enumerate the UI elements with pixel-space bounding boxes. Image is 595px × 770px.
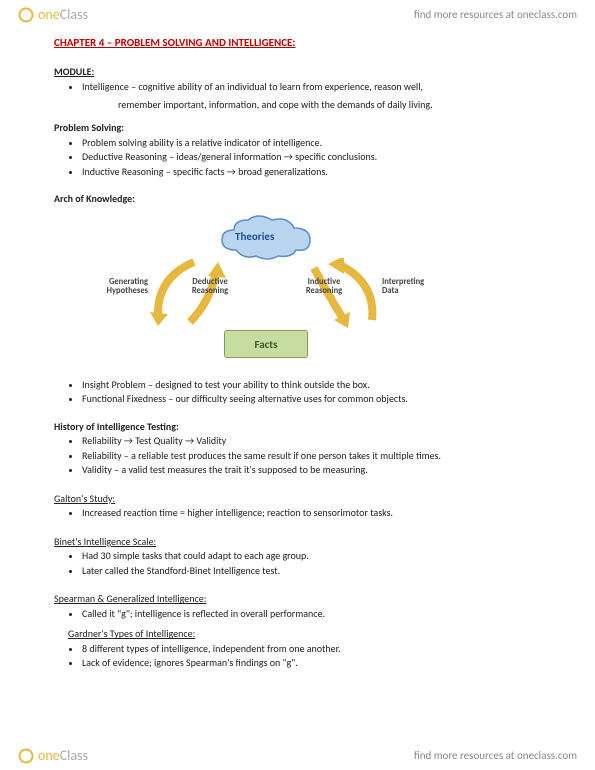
history-list: Reliability → Test Quality → Validity Re… — [54, 434, 553, 477]
list-item: Reliability → Test Quality → Validity — [82, 434, 553, 448]
list-item: Increased reaction time = higher intelli… — [82, 506, 553, 520]
arch-diagram: Theories Facts GeneratingHypotheses Dedu… — [94, 212, 424, 372]
gardner-list: 8 different types of intelligence, indep… — [54, 642, 553, 670]
footer-logo: oneClass — [18, 747, 88, 764]
header-bar: oneClass find more resources at oneclass… — [0, 0, 595, 29]
arch-heading: Arch of Knowledge: — [54, 192, 553, 206]
module-sub: remember important, information, and cop… — [54, 98, 553, 112]
gen-hyp-label: GeneratingHypotheses — [88, 278, 148, 297]
interpreting-label: InterpretingData — [382, 278, 442, 297]
header-tagline: find more resources at oneclass.com — [414, 8, 577, 21]
list-item: Called it "g"; intelligence is reflected… — [82, 607, 553, 621]
logo-icon — [18, 748, 34, 764]
list-item: Inductive Reasoning – specific facts → b… — [82, 165, 553, 179]
logo-class: Class — [60, 6, 88, 23]
spearman-heading: Spearman & Generalized Intelligence: — [54, 592, 553, 606]
galton-heading: Galton's Study: — [54, 492, 553, 506]
logo: oneClass — [18, 6, 88, 23]
list-item: remember important, information, and cop… — [118, 98, 553, 112]
spearman-list: Called it "g"; intelligence is reflected… — [54, 607, 553, 621]
list-item: Validity – a valid test measures the tra… — [82, 463, 553, 477]
logo-one: one — [38, 747, 60, 764]
list-item: Deductive Reasoning – ideas/general info… — [82, 150, 553, 164]
binet-list: Had 30 simple tasks that could adapt to … — [54, 549, 553, 577]
insight-list: Insight Problem – designed to test your … — [54, 378, 553, 406]
page-content: CHAPTER 4 – PROBLEM SOLVING AND INTELLIG… — [54, 36, 553, 734]
list-item: Functional Fixedness – our difficulty se… — [82, 392, 553, 406]
logo-icon — [18, 7, 34, 23]
module-heading: MODULE: — [54, 65, 553, 79]
footer-tagline: find more resources at oneclass.com — [414, 749, 577, 762]
list-item: Lack of evidence; ignores Spearman's fin… — [82, 656, 553, 670]
theories-label: Theories — [235, 230, 274, 245]
chapter-title: CHAPTER 4 – PROBLEM SOLVING AND INTELLIG… — [54, 36, 553, 51]
inductive-label: InductiveReasoning — [294, 278, 354, 297]
problem-solving-heading: Problem Solving: — [54, 121, 553, 135]
list-item: Had 30 simple tasks that could adapt to … — [82, 549, 553, 563]
list-item: Intelligence – cognitive ability of an i… — [82, 80, 553, 94]
history-heading: History of Intelligence Testing: — [54, 420, 553, 434]
footer-bar: oneClass find more resources at oneclass… — [0, 741, 595, 770]
deductive-label: DeductiveReasoning — [180, 278, 240, 297]
problem-solving-list: Problem solving ability is a relative in… — [54, 136, 553, 179]
galton-list: Increased reaction time = higher intelli… — [54, 506, 553, 520]
logo-class: Class — [60, 747, 88, 764]
list-item: Insight Problem – designed to test your … — [82, 378, 553, 392]
list-item: Reliability – a reliable test produces t… — [82, 449, 553, 463]
binet-heading: Binet's Intelligence Scale: — [54, 535, 553, 549]
module-list: Intelligence – cognitive ability of an i… — [54, 80, 553, 94]
gardner-heading: Gardner's Types of Intelligence: — [68, 627, 553, 641]
list-item: Problem solving ability is a relative in… — [82, 136, 553, 150]
list-item: 8 different types of intelligence, indep… — [82, 642, 553, 656]
facts-box: Facts — [224, 330, 308, 358]
logo-one: one — [38, 6, 60, 23]
list-item: Later called the Standford-Binet Intelli… — [82, 564, 553, 578]
